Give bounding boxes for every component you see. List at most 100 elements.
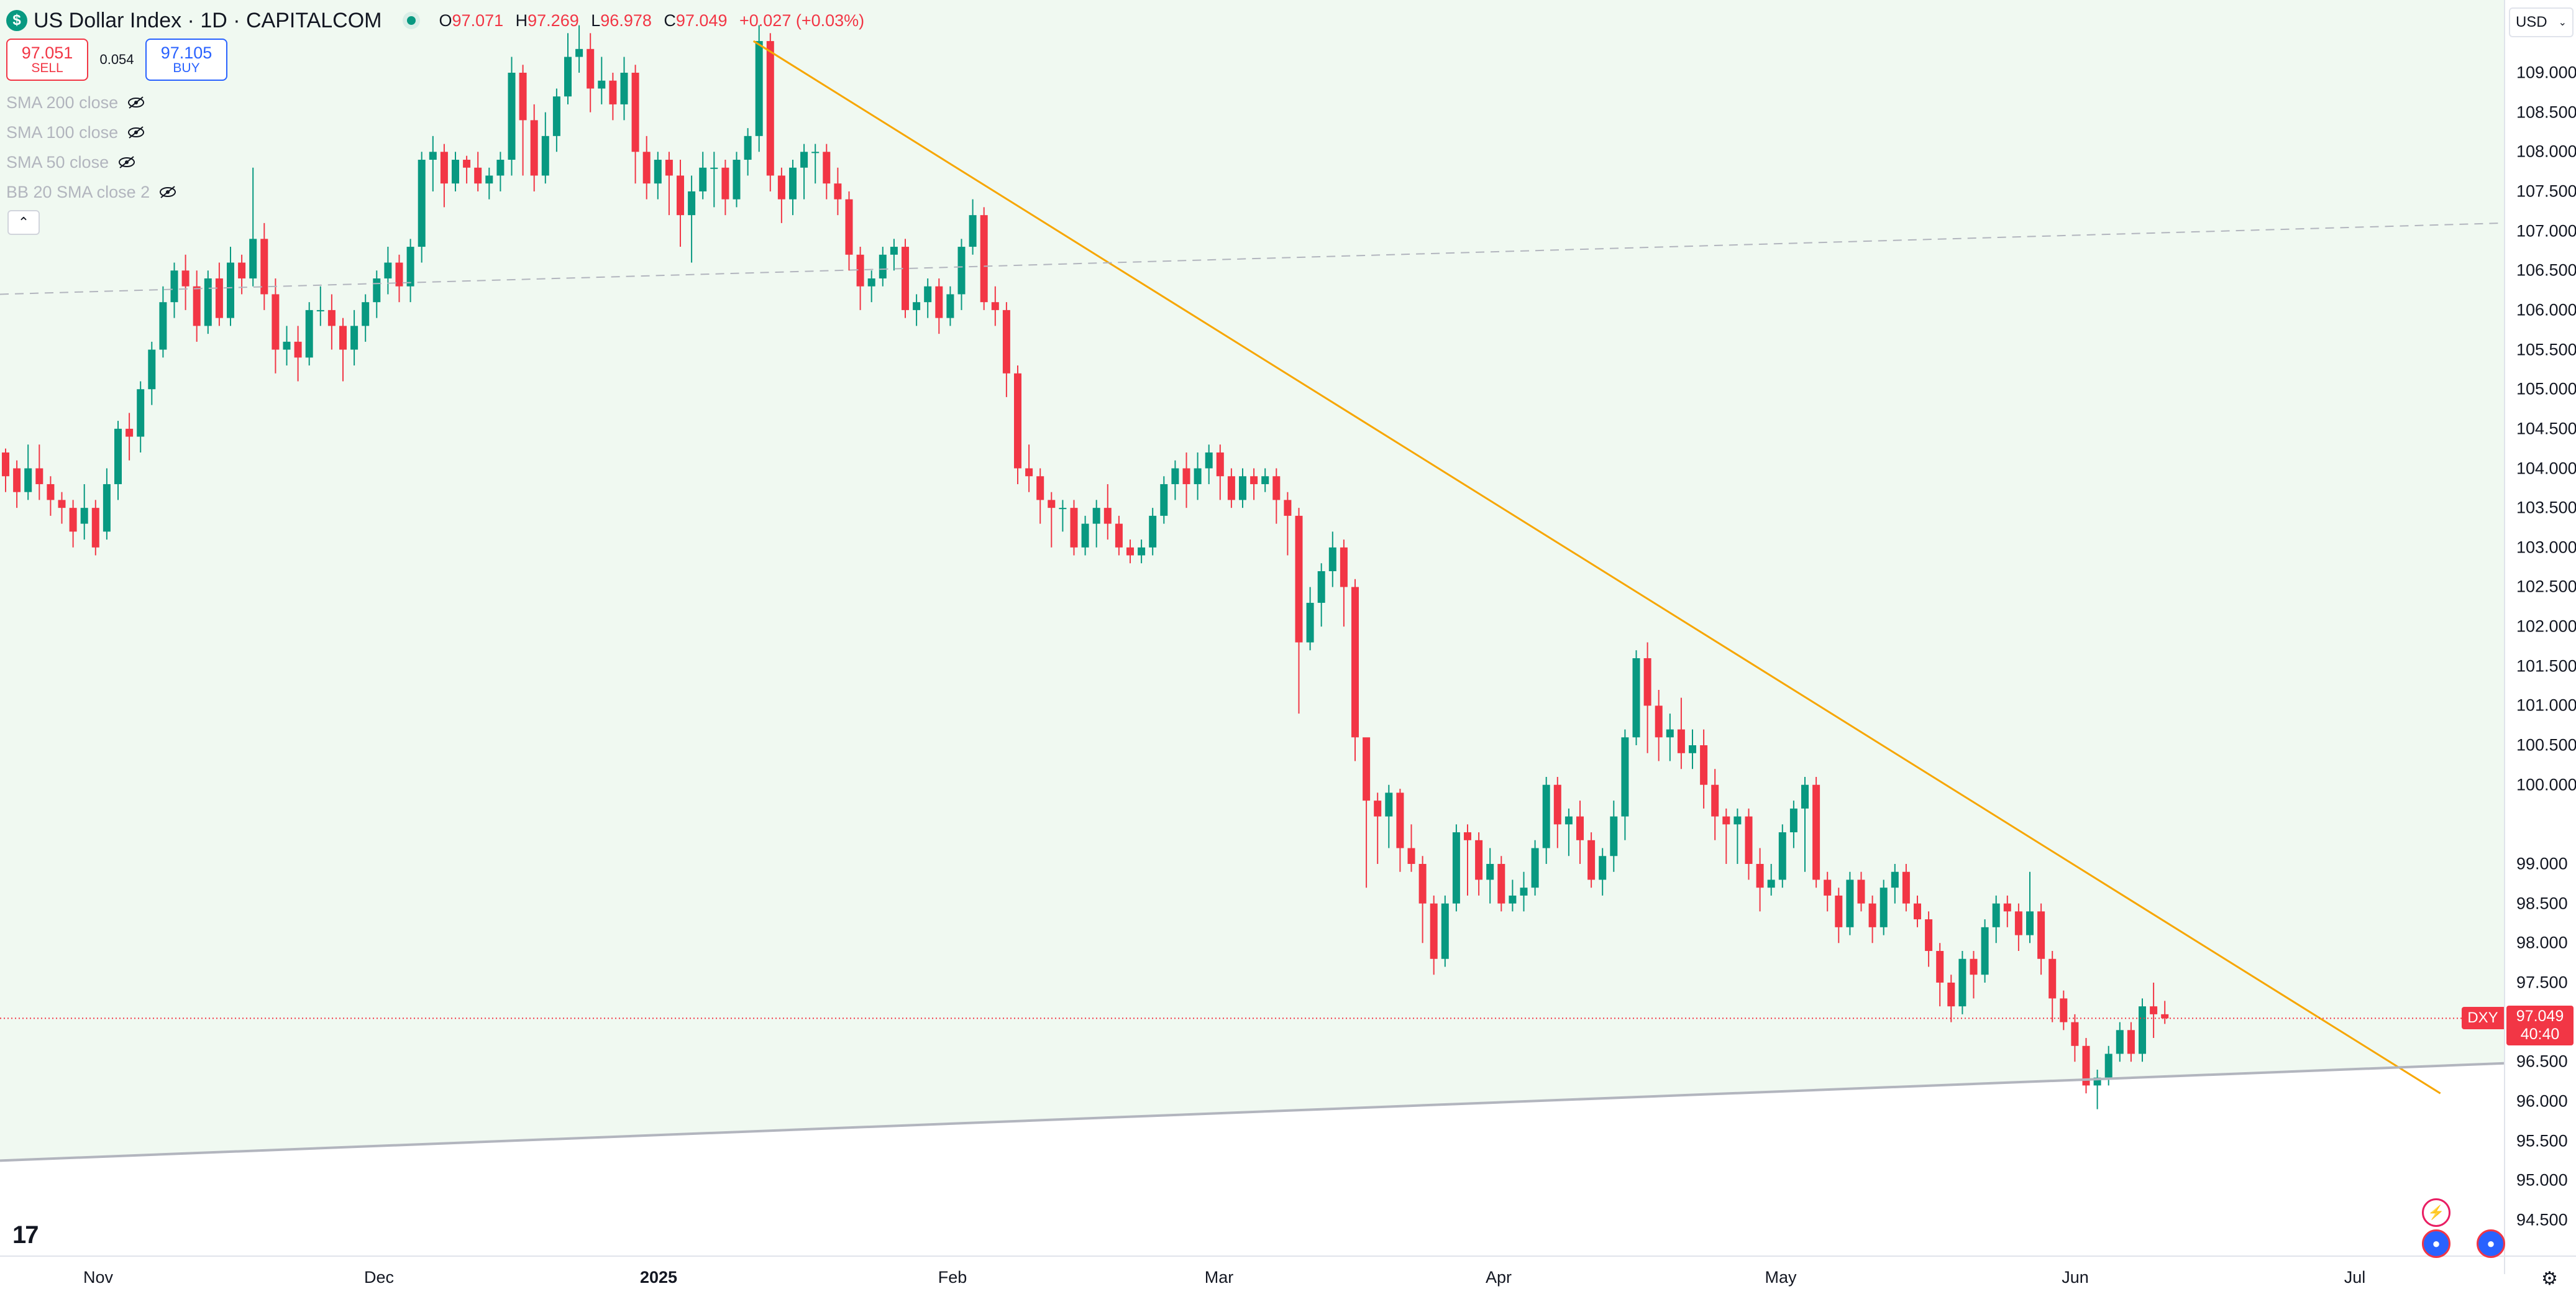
candle-body [1418,864,1427,904]
chevron-down-icon: ⌄ [2558,17,2567,28]
price-tick-label: 97.500 [2516,973,2568,992]
candle-body [1947,982,1955,1007]
gear-icon[interactable]: ⚙ [2541,1269,2558,1289]
candle-body [1655,705,1663,738]
indicator-bb20[interactable]: BB 20 SMA close 2 [6,180,177,204]
candle-body [2071,1022,2079,1046]
currency-selector[interactable]: USD ⌄ [2509,7,2574,37]
candle-body [2161,1014,2169,1019]
symbol-title[interactable]: US Dollar Index · 1D · CAPITALCOM [34,8,382,32]
candle-body [1970,958,1978,975]
price-tick-label: 105.500 [2516,340,2576,359]
candle-body [733,160,741,200]
price-chart[interactable] [0,0,2504,1255]
ohlc-values: O97.071 H97.269 L96.978 C97.049 +0.027 (… [439,11,865,30]
candle-body [1553,784,1561,825]
candle-body [1002,310,1010,374]
candle-body [980,215,988,303]
price-tick-label: 99.000 [2516,854,2568,873]
candle-body [1891,871,1899,888]
candle-body [2150,1006,2158,1014]
candle-body [1103,508,1112,524]
candle-body [1317,571,1325,603]
indicator-sma50[interactable]: SMA 50 close [6,150,136,175]
candle-body [1014,373,1021,469]
candle-body [913,302,921,310]
candle-body [1475,840,1483,880]
indicator-sma200[interactable]: SMA 200 close [6,90,145,115]
candle-body [744,135,752,160]
candle-body [1914,903,1921,920]
candle-body [642,152,651,184]
sell-button[interactable]: 97.051 SELL [6,39,88,81]
symbol-legend[interactable]: $ US Dollar Index · 1D · CAPITALCOM O97.… [6,5,872,36]
candle-body [2,452,9,477]
candle-body [1272,476,1281,500]
candle-body [1363,737,1371,801]
price-tick-label: 94.500 [2516,1210,2568,1229]
candle-body [1464,832,1471,840]
price-tick-label: 101.500 [2516,656,2576,676]
candle-body [1250,476,1258,484]
candle-body [227,262,234,318]
tradingview-logo[interactable]: 17 [12,1221,39,1249]
candle-body [2127,1030,2135,1054]
candle-body [598,80,606,89]
time-tick-label: Mar [1204,1268,1234,1287]
time-axis-separator [0,1255,2576,1257]
candle-body [1564,816,1573,825]
candle-body [463,160,471,168]
candle-body [13,468,21,492]
candle-body [1733,816,1742,825]
eye-hidden-icon[interactable] [127,96,145,109]
candle-body [699,167,707,191]
price-tick-label: 107.000 [2516,221,2576,241]
candle-body [238,262,246,278]
candle-body [710,167,718,169]
candle-body [665,160,673,176]
channel-line [0,1062,2504,1162]
price-tick-label: 102.500 [2516,577,2576,596]
price-tick-label: 100.500 [2516,735,2576,755]
eye-hidden-icon[interactable] [117,155,136,169]
candle-body [418,160,426,247]
buy-button[interactable]: 97.105 BUY [145,39,227,81]
candle-body [114,428,122,484]
market-status-icon[interactable] [406,16,416,25]
candle-body [508,73,516,160]
candle-body [879,254,887,278]
candle-body [1430,903,1438,959]
eye-hidden-icon[interactable] [127,126,145,139]
collapse-legend-button[interactable]: ⌃ [7,210,40,235]
candle-body [474,167,482,184]
time-tick-label: Apr [1485,1268,1512,1287]
us-flag-icon[interactable]: ● [2422,1229,2450,1258]
candle-body [339,326,347,350]
price-tick-label: 108.500 [2516,103,2576,122]
candle-body [1756,864,1764,888]
candle-body [1048,500,1056,508]
price-tick-label: 100.000 [2516,775,2576,794]
price-tick-label: 106.500 [2516,260,2576,280]
candle-body [1767,879,1775,888]
eye-hidden-icon[interactable] [158,185,177,199]
candle-body [575,48,583,57]
candle-body [126,428,134,437]
candle-body [1789,808,1797,833]
candle-body [1025,468,1033,477]
candle-body [677,175,684,216]
us-flag-icon[interactable]: ● [2477,1229,2505,1258]
candle-body [327,310,336,326]
candle-body [1509,895,1517,904]
candle-body [1835,895,1843,927]
candle-body [777,175,785,200]
candle-body [1081,523,1089,548]
candle-body [1149,515,1157,548]
indicator-sma100[interactable]: SMA 100 close [6,120,145,145]
price-tick-label: 96.500 [2516,1052,2568,1071]
candle-body [1542,784,1550,848]
candle-body [800,152,808,168]
lightning-icon[interactable]: ⚡ [2422,1198,2450,1227]
candle-body [1936,951,1944,983]
candle-body [1036,476,1044,500]
